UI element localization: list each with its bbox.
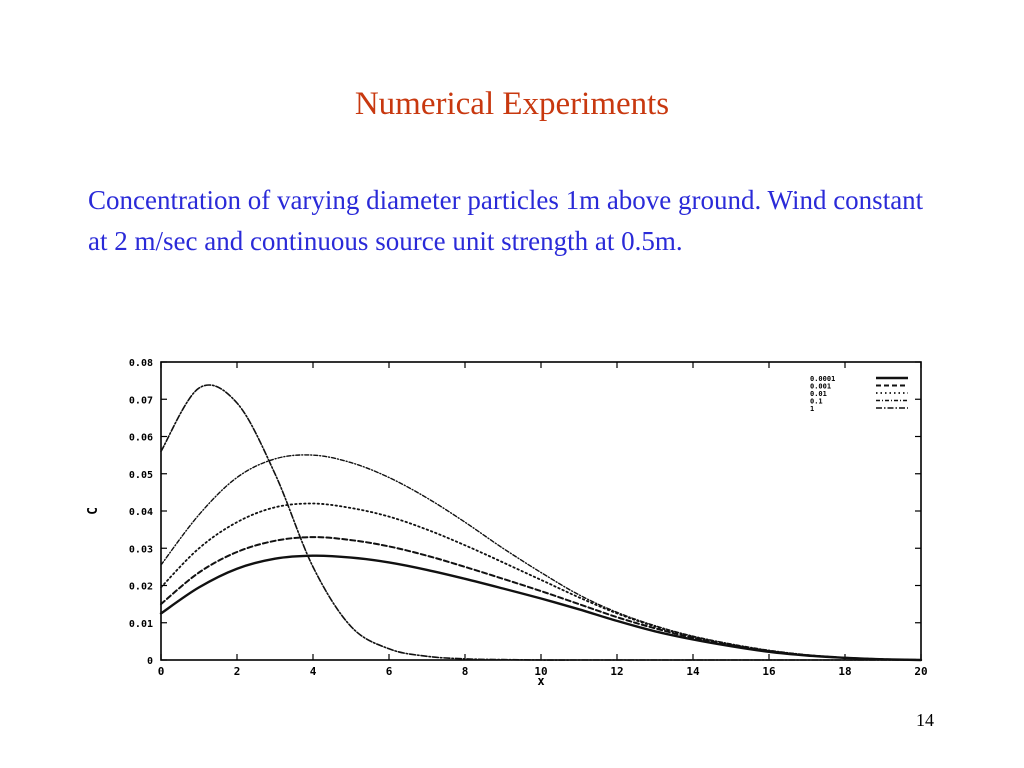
slide-title: Numerical Experiments	[354, 86, 670, 122]
y-tick-label: 0.01	[129, 619, 153, 630]
x-tick-label: 10	[534, 665, 547, 678]
chart-axes: 0 2 4 6 8 10 12 14 16 18 20 0 0.01 0.02 0.03 0.04 0.05 0.…	[86, 358, 928, 688]
y-tick-label: 0.03	[129, 544, 153, 555]
page-number: 14	[916, 710, 934, 730]
x-tick-label: 20	[914, 665, 927, 678]
x-tick-label: 12	[610, 665, 623, 678]
legend-label-2: 0.001	[810, 383, 831, 391]
x-tick-label: 14	[686, 665, 700, 678]
legend-label-1: 0.0001	[810, 375, 835, 383]
series-line-4	[160, 454, 922, 661]
chart-series	[159, 384, 923, 662]
x-tick-label: 4	[310, 665, 317, 678]
y-tick-label: 0.06	[129, 433, 153, 444]
x-tick-label: 8	[462, 665, 469, 678]
x-axis-label: x	[537, 674, 544, 688]
x-tick-label: 2	[234, 665, 241, 678]
legend-label-3: 0.01	[810, 390, 827, 398]
x-tick-label: 18	[838, 665, 851, 678]
y-tick-label: 0.07	[129, 395, 153, 406]
x-tick-label: 0	[158, 665, 165, 678]
y-tick-label: 0.02	[129, 582, 153, 593]
series-line-3	[160, 502, 922, 661]
plot-frame	[160, 361, 922, 661]
slide-body-text: Concentration of varying diameter partic…	[88, 185, 924, 256]
y-tick-label: 0.05	[129, 470, 153, 481]
y-tick-label: 0.04	[129, 507, 153, 518]
x-tick-label: 6	[386, 665, 393, 678]
y-tick-label: 0	[147, 656, 153, 667]
legend-label-5: 1	[810, 405, 814, 413]
series-line-5	[160, 384, 922, 661]
y-axis-label: C	[86, 507, 101, 515]
legend-label-4: 0.1	[810, 398, 823, 406]
x-tick-label: 16	[762, 665, 776, 678]
series-line-1	[159, 554, 923, 662]
y-tick-label: 0.08	[129, 358, 153, 369]
